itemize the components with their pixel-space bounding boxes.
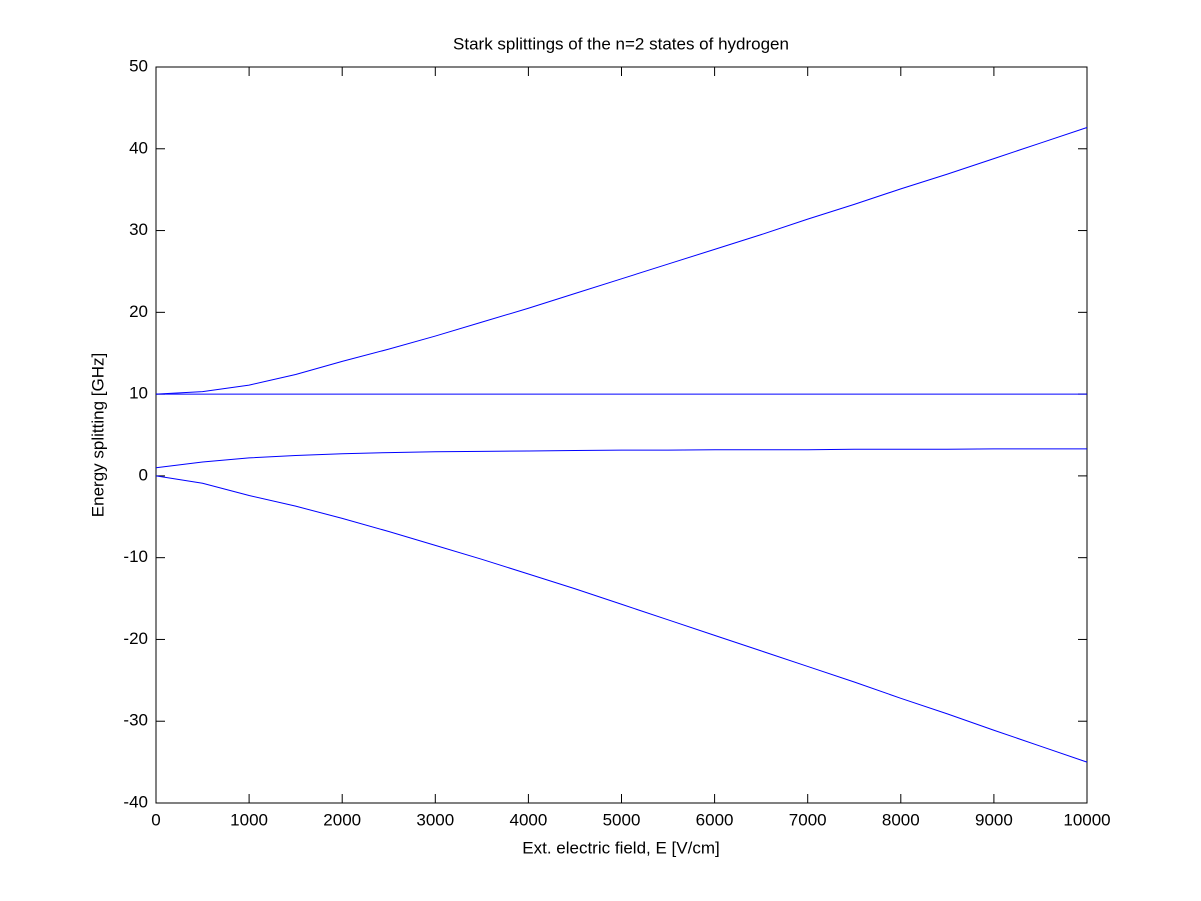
x-tick-label: 6000 xyxy=(696,810,734,829)
line-series xyxy=(155,475,1088,763)
line-series xyxy=(155,448,1087,469)
line-series xyxy=(155,127,1088,395)
x-tick-label: 4000 xyxy=(509,810,547,829)
y-tick-label: -20 xyxy=(123,629,148,648)
x-tick-label: 2000 xyxy=(323,810,361,829)
y-tick-label: -40 xyxy=(123,792,148,811)
y-tick-label: 40 xyxy=(129,138,148,157)
x-tick-label: 7000 xyxy=(789,810,827,829)
y-tick-label: 10 xyxy=(129,384,148,403)
y-tick-label: 0 xyxy=(139,465,148,484)
y-tick-label: 50 xyxy=(129,56,148,75)
y-tick-label: 20 xyxy=(129,302,148,321)
y-axis-label: Energy splitting [GHz] xyxy=(88,353,107,517)
y-tick-label: -10 xyxy=(123,547,148,566)
x-tick-label: 0 xyxy=(151,810,160,829)
x-tick-label: 8000 xyxy=(882,810,920,829)
x-tick-label: 1000 xyxy=(230,810,268,829)
x-tick-label: 9000 xyxy=(975,810,1013,829)
x-tick-label: 5000 xyxy=(603,810,641,829)
x-tick-label: 3000 xyxy=(416,810,454,829)
y-tick-label: 30 xyxy=(129,220,148,239)
x-tick-label: 10000 xyxy=(1063,810,1110,829)
y-tick-label: -30 xyxy=(123,711,148,730)
plot-box xyxy=(155,66,1088,804)
chart-title: Stark splittings of the n=2 states of hy… xyxy=(453,34,789,53)
x-axis-label: Ext. electric field, E [V/cm] xyxy=(522,838,719,857)
